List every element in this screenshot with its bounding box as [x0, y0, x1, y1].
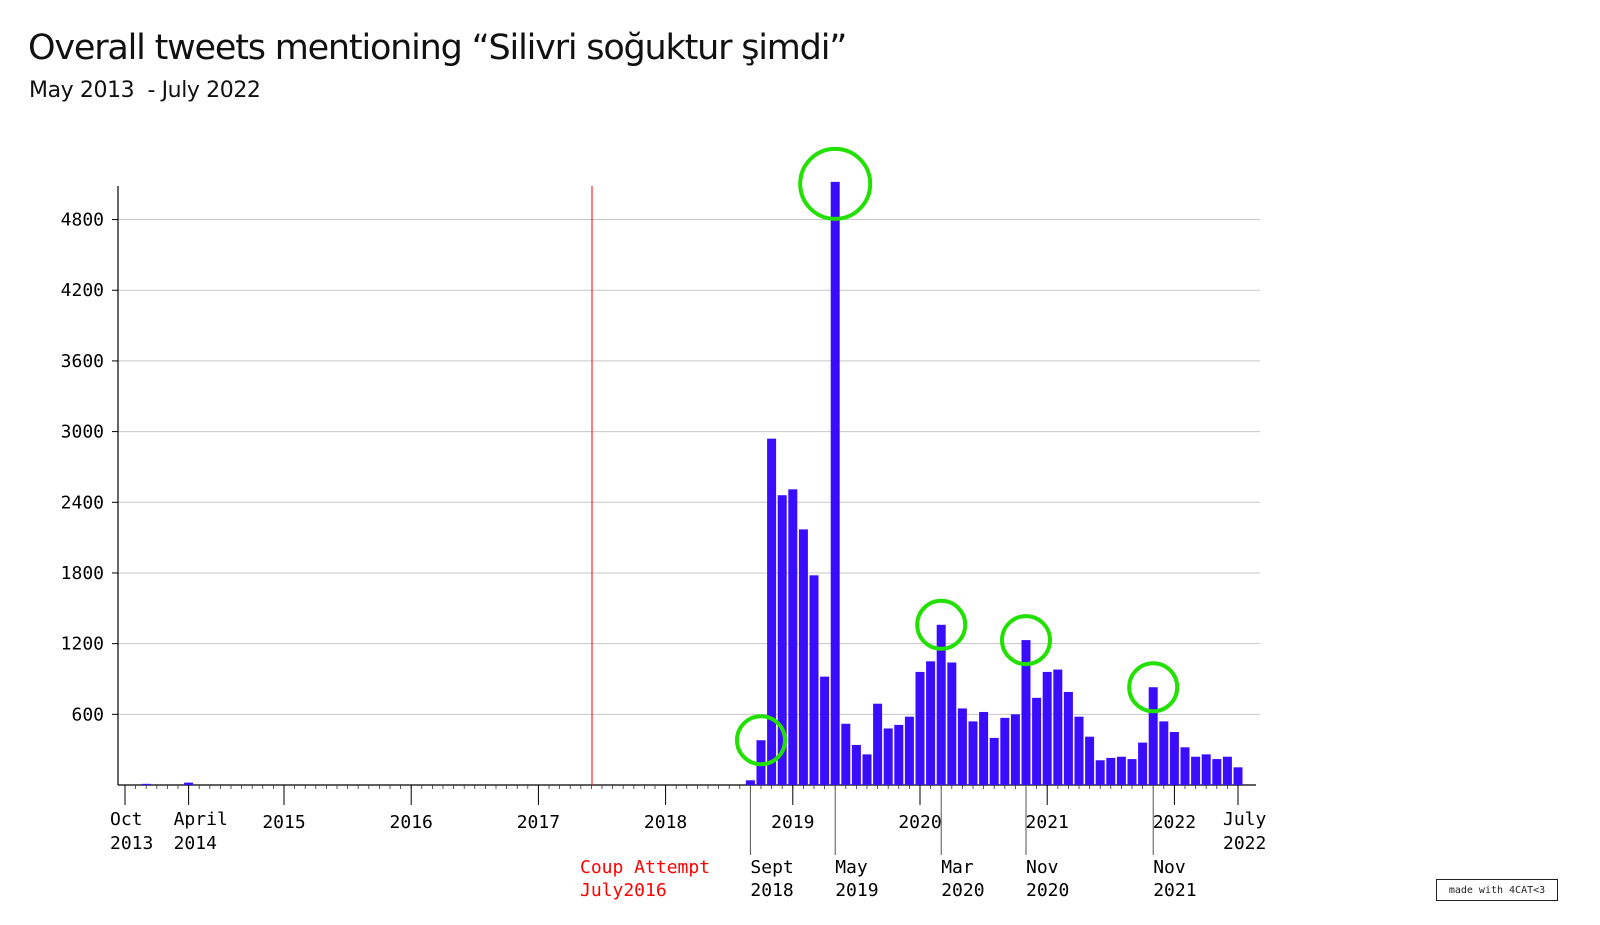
y-tick-label: 3600 — [61, 351, 104, 372]
bar-2018-11 — [767, 438, 777, 785]
bar-2019-03 — [809, 575, 819, 785]
x-tick-label: 2018 — [644, 812, 687, 833]
bar-2021-04 — [1074, 716, 1084, 785]
bar-2019-12 — [904, 716, 914, 785]
chart-title: Overall tweets mentioning “Silivri soğuk… — [28, 28, 847, 68]
event-label: Sept — [750, 857, 793, 878]
peak-highlight-circle — [915, 598, 968, 651]
chart-subtitle: May 2013 - July 2022 — [29, 78, 261, 103]
bar-2021-08 — [1116, 756, 1126, 785]
y-tick-label: 600 — [71, 704, 104, 725]
x-tick-label: 2014 — [174, 833, 217, 854]
event-label: 2018 — [750, 880, 793, 901]
bar-2021-05 — [1085, 736, 1095, 785]
bar-2021-12 — [1159, 721, 1169, 785]
bar-2020-04 — [947, 662, 957, 785]
bar-2022-07 — [1233, 767, 1243, 785]
y-tick-label: 4800 — [61, 210, 104, 231]
y-tick-label: 3000 — [61, 422, 104, 443]
bar-2020-10 — [1010, 714, 1020, 785]
bar-2021-10 — [1138, 742, 1148, 785]
event-label: Nov — [1153, 857, 1186, 878]
bar-2019-10 — [883, 728, 893, 785]
bar-2021-07 — [1106, 757, 1116, 785]
bar-2020-11 — [1021, 640, 1031, 785]
x-tick-label: April — [174, 809, 228, 830]
bar-2019-08 — [862, 754, 872, 785]
bar-2021-09 — [1127, 759, 1137, 785]
event-label: Nov — [1026, 857, 1059, 878]
bar-2019-06 — [841, 723, 851, 785]
bar-2019-01 — [788, 489, 798, 785]
peak-highlight-circle — [735, 714, 787, 767]
event-label: Coup Attempt — [580, 857, 710, 878]
event-label: 2020 — [941, 880, 984, 901]
bar-2022-04 — [1201, 754, 1211, 785]
bar-2022-02 — [1180, 747, 1190, 785]
x-tick-label: July — [1223, 809, 1267, 830]
event-label: Mar — [941, 857, 974, 878]
x-tick-label: 2022 — [1223, 833, 1266, 854]
bar-2020-01 — [915, 671, 925, 785]
made-with-credit: made with 4CAT<3 — [1436, 879, 1558, 901]
event-label: July2016 — [580, 880, 667, 901]
bar-2020-08 — [989, 737, 999, 785]
y-tick-label: 4200 — [61, 280, 104, 301]
bar-2018-09 — [745, 780, 755, 785]
y-tick-label: 2400 — [61, 492, 104, 513]
bar-2021-06 — [1095, 760, 1105, 785]
bar-2022-05 — [1212, 759, 1222, 785]
bar-2020-06 — [968, 721, 978, 785]
event-label: 2019 — [835, 880, 878, 901]
peak-highlight-circle — [798, 146, 873, 221]
bar-2020-09 — [1000, 717, 1010, 785]
x-tick-label: Oct — [110, 809, 143, 830]
bar-2019-04 — [820, 676, 830, 785]
event-label: 2021 — [1153, 880, 1196, 901]
bar-2020-02 — [926, 661, 936, 785]
x-tick-label: 2017 — [517, 812, 560, 833]
bar-2022-03 — [1191, 756, 1201, 785]
bar-2020-12 — [1032, 697, 1042, 785]
x-tick-label: 2020 — [898, 812, 941, 833]
event-label: May — [835, 857, 868, 878]
bar-2014-04 — [184, 782, 194, 785]
bar-2019-02 — [798, 529, 808, 785]
bar-2013-12 — [141, 783, 151, 785]
x-tick-label: 2013 — [110, 833, 153, 854]
bar-2021-01 — [1042, 671, 1052, 785]
bar-2019-11 — [894, 724, 904, 785]
x-tick-label: 2015 — [262, 812, 305, 833]
bar-2021-11 — [1148, 687, 1158, 785]
y-tick-label: 1800 — [61, 563, 104, 584]
bar-2022-06 — [1222, 756, 1232, 785]
bar-2021-02 — [1053, 669, 1063, 785]
x-tick-label: 2016 — [390, 812, 433, 833]
bar-2019-05 — [830, 181, 840, 785]
x-tick-label: 2022 — [1153, 812, 1196, 833]
peak-highlight-circle — [1000, 614, 1052, 667]
y-tick-label: 1200 — [61, 634, 104, 655]
bar-2022-01 — [1169, 731, 1179, 785]
bar-2019-09 — [873, 703, 883, 785]
peak-highlight-circle — [1127, 661, 1180, 714]
bar-2020-07 — [979, 711, 989, 785]
bar-2021-03 — [1063, 691, 1073, 785]
bar-2020-03 — [936, 624, 946, 785]
bar-2019-07 — [851, 744, 861, 785]
bar-2020-05 — [957, 708, 967, 785]
x-tick-label: 2019 — [771, 812, 814, 833]
bar-2018-12 — [777, 495, 787, 785]
x-tick-label: 2021 — [1026, 812, 1069, 833]
event-label: 2020 — [1026, 880, 1069, 901]
